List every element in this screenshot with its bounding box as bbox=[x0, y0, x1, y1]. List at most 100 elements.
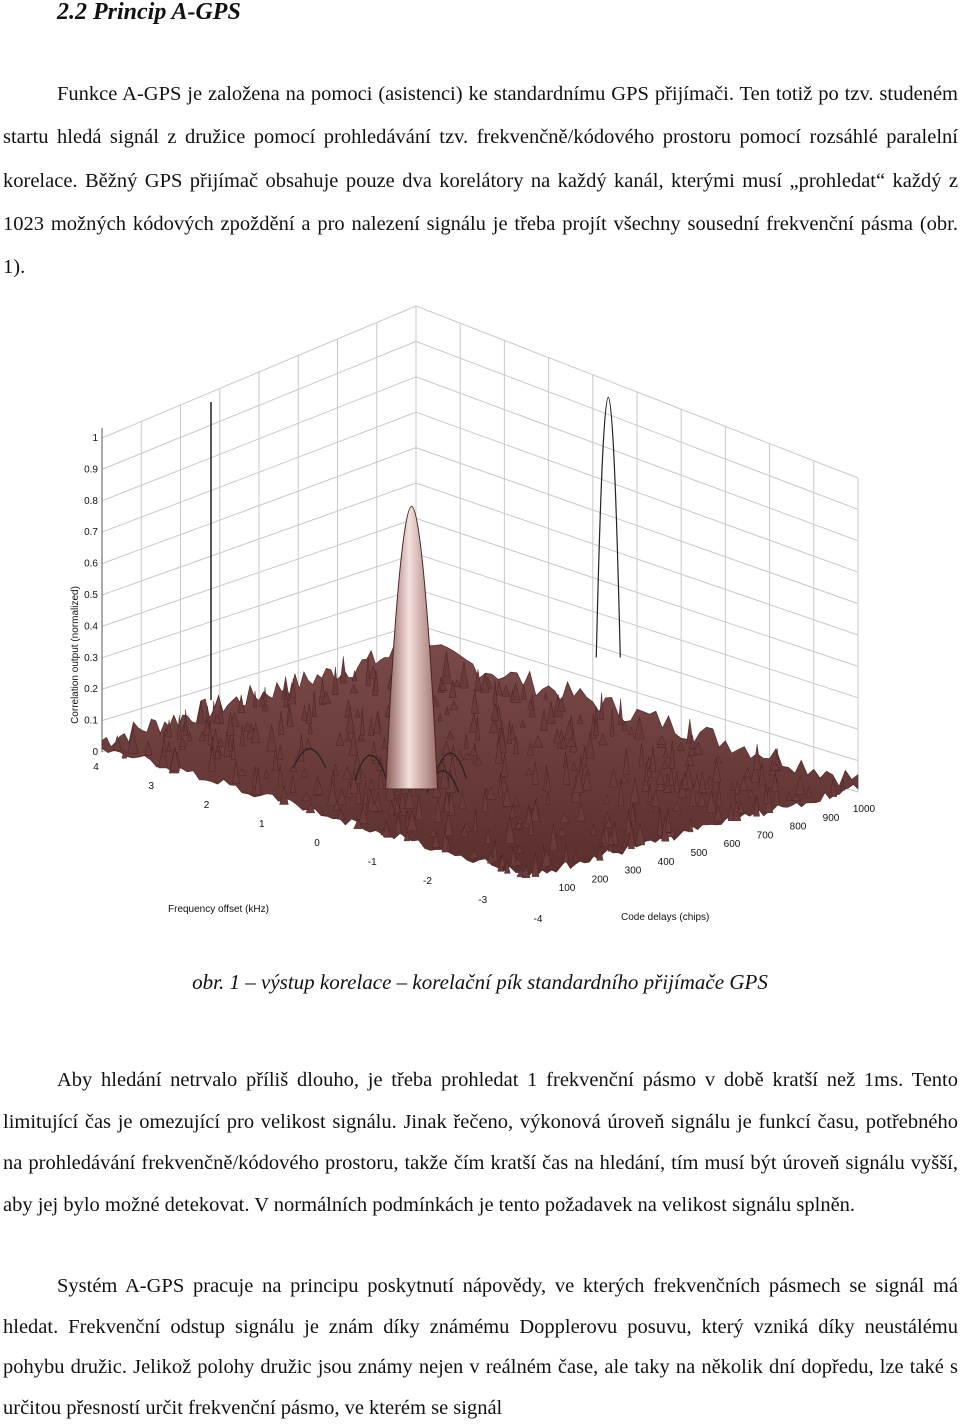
noise-spike bbox=[625, 810, 633, 835]
freq-tick-label: -4 bbox=[534, 914, 543, 925]
noise-spike bbox=[388, 800, 395, 815]
noise-spike bbox=[689, 734, 696, 749]
noise-spike bbox=[263, 768, 269, 779]
noise-spike bbox=[563, 843, 569, 863]
noise-spike bbox=[178, 737, 188, 747]
noise-spike bbox=[560, 735, 567, 749]
noise-spike bbox=[570, 761, 578, 771]
z-tick-label: 0.5 bbox=[84, 590, 98, 601]
noise-spike bbox=[806, 786, 812, 798]
noise-spike bbox=[647, 783, 653, 802]
noise-spike bbox=[469, 714, 479, 733]
paragraph-search-time: Aby hledání netrvalo příliš dlouho, je t… bbox=[3, 1069, 958, 1216]
noise-spike bbox=[495, 681, 503, 696]
noise-spike bbox=[458, 792, 467, 809]
noise-spike bbox=[795, 775, 806, 795]
noise-spike bbox=[446, 730, 455, 740]
noise-spike bbox=[399, 783, 406, 809]
noise-spike bbox=[711, 758, 722, 783]
noise-spike bbox=[515, 819, 523, 829]
noise-spike bbox=[439, 681, 448, 691]
noise-spike bbox=[161, 732, 167, 757]
noise-spike bbox=[697, 792, 707, 807]
noise-spike bbox=[358, 731, 364, 740]
noise-spike bbox=[525, 804, 533, 825]
noise-spike bbox=[621, 720, 628, 731]
noise-spike bbox=[481, 788, 489, 813]
noise-spike bbox=[681, 772, 689, 789]
noise-spike bbox=[667, 830, 678, 838]
noise-spike bbox=[447, 787, 455, 816]
noise-spike bbox=[527, 698, 534, 710]
noise-spike bbox=[300, 768, 309, 778]
code-tick-label: 700 bbox=[757, 830, 774, 841]
noise-spike bbox=[685, 750, 694, 766]
noise-spike bbox=[336, 809, 346, 820]
noise-spike bbox=[469, 850, 480, 859]
noise-spike bbox=[840, 778, 845, 791]
noise-spike bbox=[442, 650, 451, 677]
noise-spike bbox=[404, 786, 415, 809]
noise-spike bbox=[358, 806, 368, 824]
noise-spike bbox=[367, 778, 375, 791]
noise-spike bbox=[278, 710, 285, 735]
noise-spike bbox=[525, 767, 533, 775]
noise-spike bbox=[573, 852, 579, 862]
noise-spike bbox=[474, 755, 483, 766]
noise-spike bbox=[541, 848, 552, 867]
noise-spike bbox=[443, 812, 454, 836]
noise-spike bbox=[441, 829, 449, 853]
noise-spike bbox=[630, 802, 636, 822]
noise-spike bbox=[463, 733, 469, 750]
noise-spike bbox=[484, 829, 492, 844]
noise-spike bbox=[373, 670, 379, 692]
noise-spike bbox=[734, 781, 740, 794]
noise-spike bbox=[213, 713, 222, 724]
noise-spike bbox=[553, 728, 562, 744]
noise-spike bbox=[491, 703, 500, 721]
noise-spike bbox=[112, 734, 122, 752]
noise-spike bbox=[646, 765, 653, 778]
noise-spike bbox=[355, 708, 360, 718]
noise-spike bbox=[434, 798, 443, 823]
noise-spike bbox=[580, 764, 591, 776]
noise-spike bbox=[403, 831, 411, 842]
noise-spike bbox=[544, 772, 551, 793]
noise-spike bbox=[617, 698, 624, 726]
noise-spike bbox=[618, 775, 629, 784]
noise-spike bbox=[243, 721, 253, 732]
paragraph-agps-principle: Systém A-GPS pracuje na principu poskytn… bbox=[3, 1275, 958, 1419]
noise-spike bbox=[662, 783, 672, 793]
noise-spike bbox=[562, 758, 571, 785]
noise-spike bbox=[473, 810, 478, 833]
noise-spike bbox=[373, 712, 382, 734]
noise-spike bbox=[693, 774, 701, 792]
noise-spike bbox=[339, 656, 347, 684]
noise-spike bbox=[668, 764, 674, 786]
noise-spike bbox=[321, 690, 332, 704]
noise-spike bbox=[634, 716, 645, 740]
noise-spike bbox=[739, 775, 749, 791]
z-tick-label: 0.1 bbox=[84, 716, 98, 727]
noise-spike bbox=[501, 753, 508, 777]
noise-spike bbox=[176, 714, 182, 740]
z-tick-label: 0 bbox=[92, 747, 98, 758]
noise-spike bbox=[644, 762, 649, 782]
noise-spike bbox=[237, 694, 245, 713]
noise-spike bbox=[382, 737, 387, 749]
noise-spike bbox=[443, 788, 451, 813]
noise-spike bbox=[715, 782, 722, 807]
code-tick-label: 1000 bbox=[853, 804, 876, 815]
noise-spike bbox=[737, 802, 745, 814]
noise-spike bbox=[758, 763, 766, 786]
freq-tick-label: 4 bbox=[93, 762, 99, 773]
noise-spike bbox=[208, 746, 217, 772]
noise-spike bbox=[770, 763, 781, 771]
noise-spike bbox=[485, 786, 496, 800]
noise-spike bbox=[345, 732, 351, 742]
noise-spike bbox=[499, 853, 506, 868]
freq-tick-label: -3 bbox=[478, 895, 487, 906]
noise-spike bbox=[327, 779, 338, 806]
noise-spike bbox=[394, 787, 400, 796]
noise-spike bbox=[622, 839, 627, 848]
